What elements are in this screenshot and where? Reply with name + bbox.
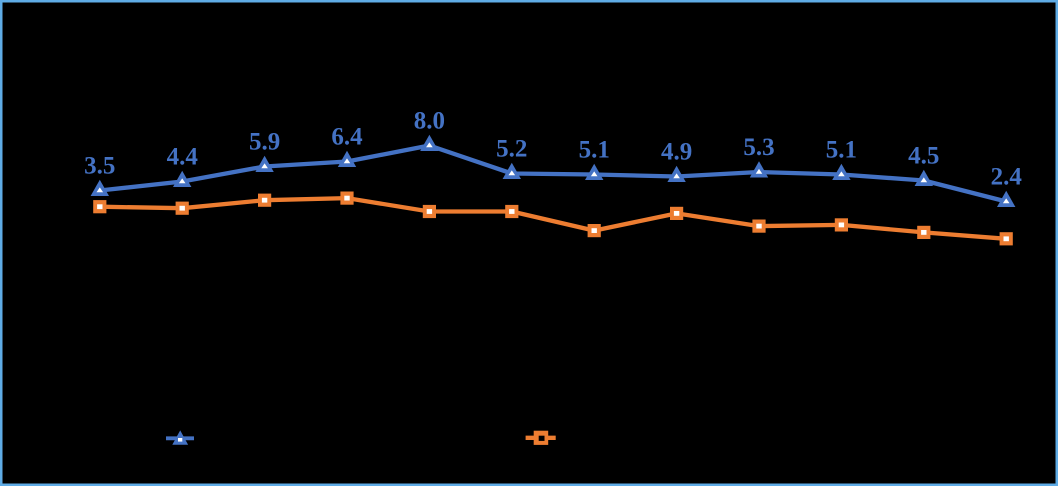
svg-text:5.3: 5.3 bbox=[743, 134, 774, 161]
svg-text:5.2: 5.2 bbox=[496, 136, 527, 163]
svg-text:2.4: 2.4 bbox=[991, 164, 1023, 191]
svg-text:4.9: 4.9 bbox=[661, 139, 692, 166]
svg-text:6.4: 6.4 bbox=[331, 124, 363, 151]
svg-text:5.1: 5.1 bbox=[826, 137, 857, 164]
svg-text:5.9: 5.9 bbox=[249, 129, 280, 156]
svg-text:3.5: 3.5 bbox=[84, 153, 115, 180]
svg-text:4.4: 4.4 bbox=[167, 144, 199, 171]
svg-text:5.1: 5.1 bbox=[579, 137, 610, 164]
svg-text:8.0: 8.0 bbox=[414, 108, 445, 135]
svg-text:4.5: 4.5 bbox=[908, 143, 939, 170]
